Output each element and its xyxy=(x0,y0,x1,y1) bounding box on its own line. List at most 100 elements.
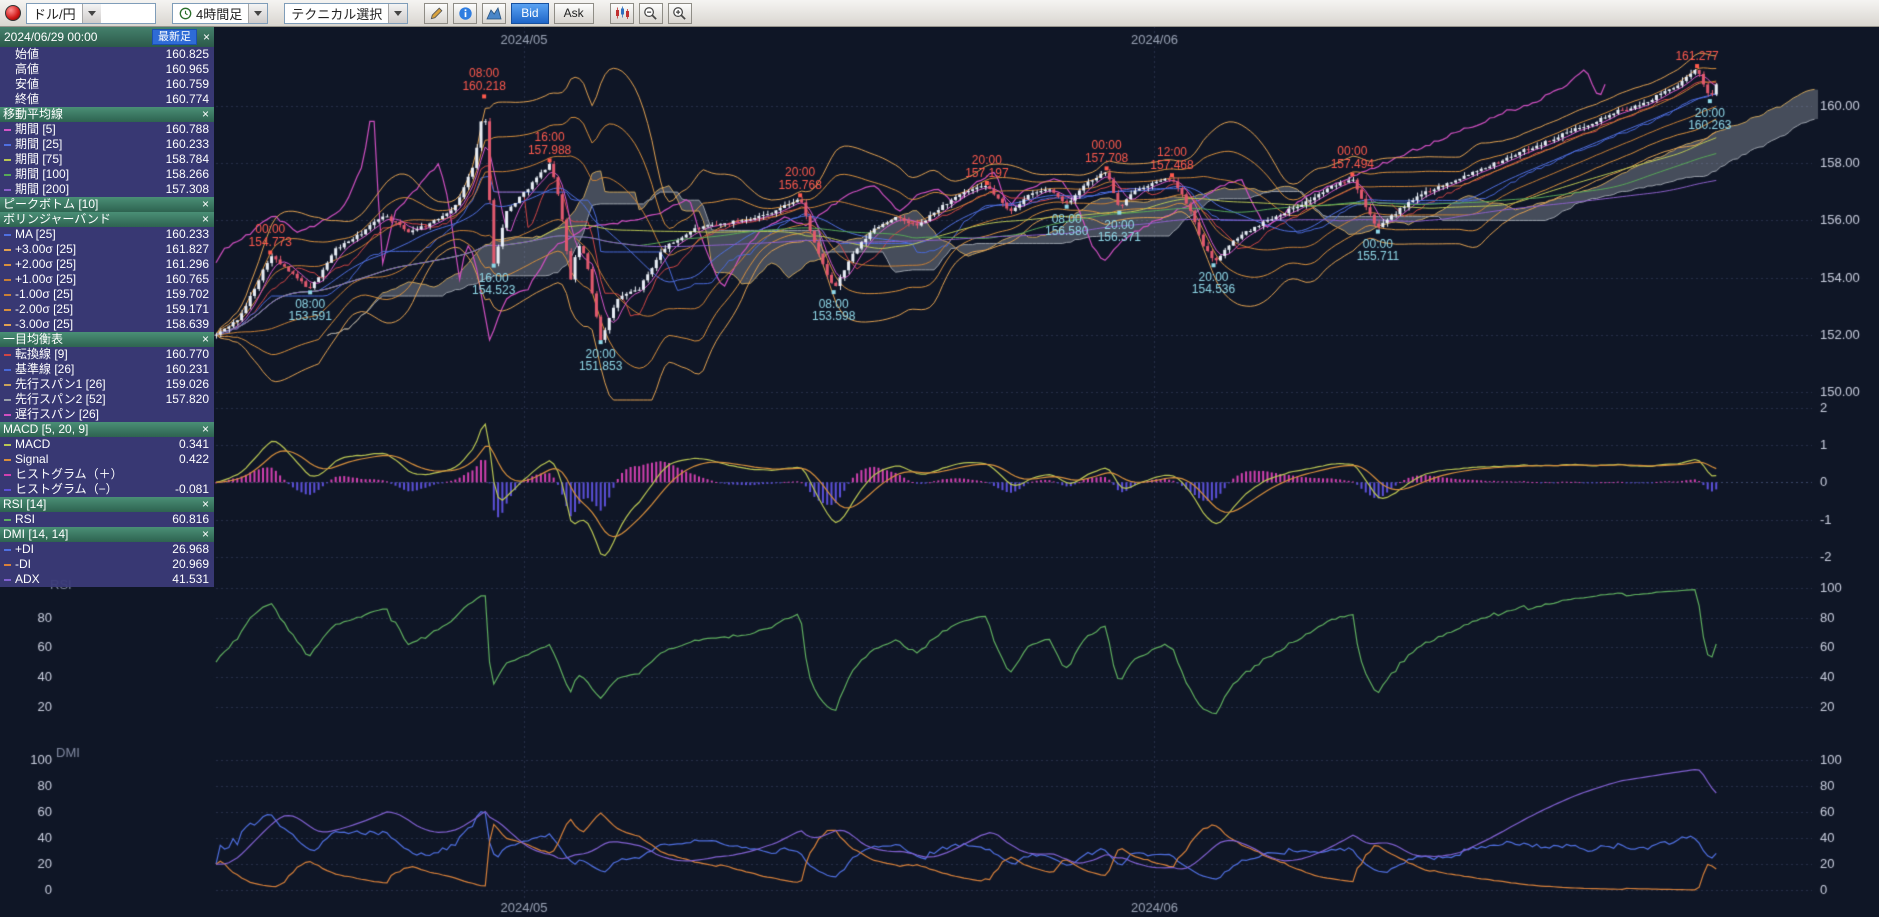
indicator-label: 転換線 [9] xyxy=(15,347,68,361)
section-title: DMI [14, 14] xyxy=(3,527,69,541)
indicator-section-header: ボリンジャーバンド × xyxy=(0,212,214,227)
indicator-row: 安値 160.759 xyxy=(0,77,214,92)
indicator-value: 160.765 xyxy=(165,272,209,286)
indicator-section-header: DMI [14, 14] × xyxy=(0,527,214,542)
indicator-row: MACD 0.341 xyxy=(0,437,214,452)
indicator-label: -DI xyxy=(15,557,31,571)
indicator-label: 始値 xyxy=(15,47,40,61)
indicator-row: 転換線 [9] 160.770 xyxy=(0,347,214,362)
indicator-label: 期間 [75] xyxy=(15,152,63,166)
area-chart-icon xyxy=(486,7,502,20)
indicator-value: 160.231 xyxy=(165,362,209,376)
chart-type-button[interactable] xyxy=(609,2,634,24)
indicator-value: 160.770 xyxy=(165,347,209,361)
section-title: MACD [5, 20, 9] xyxy=(3,422,89,436)
indicator-value: 60.816 xyxy=(172,512,209,526)
section-title: 移動平均線 xyxy=(3,107,64,121)
indicator-row: 終値 160.774 xyxy=(0,92,214,107)
close-icon[interactable]: × xyxy=(201,497,209,511)
indicator-row: 期間 [200] 157.308 xyxy=(0,182,214,197)
indicator-value: 160.788 xyxy=(165,122,209,136)
indicator-label: +3.00σ [25] xyxy=(15,242,77,256)
indicator-value: -0.081 xyxy=(174,482,209,496)
zoom-in-icon xyxy=(673,6,686,20)
close-icon[interactable]: × xyxy=(201,197,209,211)
chevron-down-icon xyxy=(388,3,408,23)
indicator-value: 41.531 xyxy=(172,572,209,586)
draw-tool-button[interactable] xyxy=(424,2,449,24)
indicator-label: 期間 [100] xyxy=(15,167,70,181)
indicator-row: ヒストグラム（−） -0.081 xyxy=(0,482,214,497)
indicator-label: 基準線 [26] xyxy=(15,362,75,376)
zoom-out-button[interactable] xyxy=(638,2,663,24)
indicator-row: -1.00σ [25] 159.702 xyxy=(0,287,214,302)
section-title: 一目均衡表 xyxy=(3,332,64,346)
indicator-row: -DI 20.969 xyxy=(0,557,214,572)
indicator-value: 157.308 xyxy=(165,182,209,196)
technical-select-value: テクニカル選択 xyxy=(291,6,383,22)
indicator-label: 安値 xyxy=(15,77,40,91)
close-icon[interactable]: × xyxy=(201,422,209,436)
indicator-row: Signal 0.422 xyxy=(0,452,214,467)
indicator-value: 160.233 xyxy=(165,227,209,241)
indicator-label: MA [25] xyxy=(15,227,56,241)
indicator-label: 高値 xyxy=(15,62,40,76)
chevron-down-icon xyxy=(248,3,268,23)
area-chart-button[interactable] xyxy=(482,2,507,24)
indicator-value: 160.965 xyxy=(165,62,209,76)
close-icon[interactable]: × xyxy=(201,527,209,541)
indicator-row: 期間 [5] 160.788 xyxy=(0,122,214,137)
indicator-row: 始値 160.825 xyxy=(0,47,214,62)
close-icon[interactable]: × xyxy=(201,332,209,346)
indicator-value: 20.969 xyxy=(172,557,209,571)
indicator-value: 158.266 xyxy=(165,167,209,181)
indicator-row: +1.00σ [25] 160.765 xyxy=(0,272,214,287)
timeframe-value: 4時間足 xyxy=(196,6,243,22)
indicator-value: 161.296 xyxy=(165,257,209,271)
indicator-label: ヒストグラム（＋） xyxy=(15,467,123,481)
panel-datetime: 2024/06/29 00:00 xyxy=(4,30,98,44)
indicator-row: RSI 60.816 xyxy=(0,512,214,527)
bid-button[interactable]: Bid xyxy=(511,2,549,24)
indicator-row: 先行スパン1 [26] 159.026 xyxy=(0,377,214,392)
close-icon[interactable]: × xyxy=(201,107,209,121)
indicator-label: 遅行スパン [26] xyxy=(15,407,99,421)
currency-pair-select[interactable]: ドル/円 xyxy=(26,2,156,24)
indicator-value: 26.968 xyxy=(172,542,209,556)
indicator-value: 160.774 xyxy=(165,92,209,106)
close-icon[interactable]: × xyxy=(201,212,209,226)
indicator-value: 160.759 xyxy=(165,77,209,91)
indicator-row: MA [25] 160.233 xyxy=(0,227,214,242)
indicator-value: 159.026 xyxy=(165,377,209,391)
indicator-label: 期間 [200] xyxy=(15,182,70,196)
indicator-section-header: 一目均衡表 × xyxy=(0,332,214,347)
info-icon xyxy=(459,6,472,20)
indicator-row: 期間 [100] 158.266 xyxy=(0,167,214,182)
latest-bar-badge: 最新足 xyxy=(151,29,197,45)
indicator-label: RSI xyxy=(15,512,36,526)
zoom-out-icon xyxy=(644,6,657,20)
indicator-value: 158.784 xyxy=(165,152,209,166)
zoom-in-button[interactable] xyxy=(667,2,692,24)
indicator-row: 期間 [75] 158.784 xyxy=(0,152,214,167)
pencil-icon xyxy=(430,7,443,19)
info-button[interactable] xyxy=(453,2,478,24)
indicator-row: ヒストグラム（＋） xyxy=(0,467,214,482)
indicator-section-header: MACD [5, 20, 9] × xyxy=(0,422,214,437)
indicator-row: 期間 [25] 160.233 xyxy=(0,137,214,152)
indicator-label: +2.00σ [25] xyxy=(15,257,77,271)
timeframe-select[interactable]: 4時間足 xyxy=(172,2,269,24)
technical-select[interactable]: テクニカル選択 xyxy=(284,2,409,24)
indicator-label: +1.00σ [25] xyxy=(15,272,77,286)
section-title: ピークボトム [10] xyxy=(3,197,99,211)
indicator-section-header: 移動平均線 × xyxy=(0,107,214,122)
indicator-section-header: ピークボトム [10] × xyxy=(0,197,214,212)
close-icon[interactable]: × xyxy=(202,30,210,44)
indicator-row: ADX 41.531 xyxy=(0,572,214,587)
indicator-row: -2.00σ [25] 159.171 xyxy=(0,302,214,317)
indicator-label: 先行スパン1 [26] xyxy=(15,377,106,391)
indicator-row: +2.00σ [25] 161.296 xyxy=(0,257,214,272)
indicator-section-header: RSI [14] × xyxy=(0,497,214,512)
ask-button[interactable]: Ask xyxy=(553,2,594,24)
